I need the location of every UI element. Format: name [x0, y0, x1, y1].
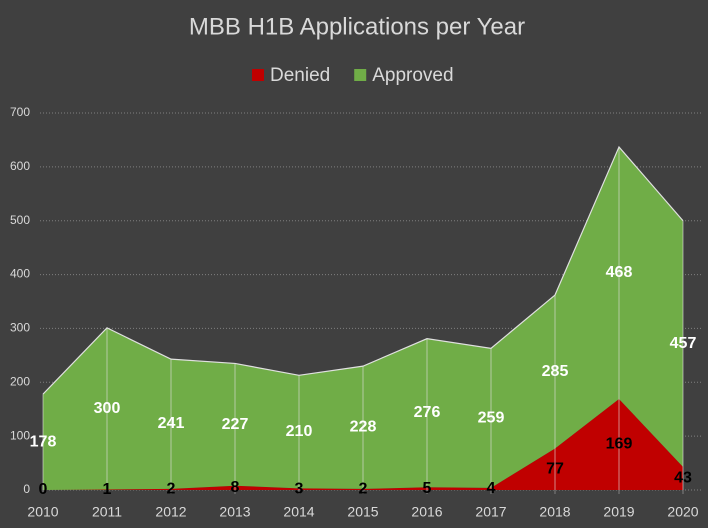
data-label: 4	[487, 480, 496, 497]
legend-swatch	[354, 69, 367, 81]
y-tick-label: 600	[10, 159, 30, 173]
x-tick-label: 2013	[219, 504, 250, 520]
data-label: 1	[103, 481, 112, 498]
legend-swatch	[252, 69, 264, 81]
x-tick-label: 2012	[155, 504, 186, 520]
y-tick-label: 300	[10, 321, 30, 335]
data-label: 178	[30, 433, 57, 450]
x-tick-label: 2015	[347, 504, 378, 520]
y-tick-label: 400	[10, 267, 30, 281]
data-label: 259	[478, 409, 505, 426]
y-tick-label: 0	[23, 482, 30, 496]
data-label: 2	[359, 481, 368, 498]
x-tick-label: 2017	[475, 504, 506, 520]
data-label: 227	[222, 416, 249, 433]
data-label: 468	[606, 264, 633, 281]
x-tick-label: 2011	[92, 504, 122, 520]
data-label: 8	[231, 479, 240, 496]
legend-label: Denied	[270, 65, 330, 86]
legend-label: Approved	[372, 65, 453, 86]
x-tick-label: 2018	[539, 504, 570, 520]
y-tick-label: 100	[10, 428, 30, 442]
x-tick-label: 2019	[603, 504, 634, 520]
data-label: 3	[295, 480, 304, 497]
data-label: 2	[167, 481, 176, 498]
data-label: 228	[350, 419, 377, 436]
data-label: 169	[606, 436, 633, 453]
data-label: 300	[94, 400, 121, 417]
x-tick-label: 2014	[283, 504, 314, 520]
area	[43, 146, 683, 490]
data-label: 276	[414, 404, 441, 421]
y-tick-label: 500	[10, 213, 30, 227]
data-label: 5	[423, 480, 432, 497]
data-label: 0	[39, 481, 48, 498]
data-label: 77	[546, 460, 564, 477]
data-label: 285	[542, 363, 569, 380]
chart-title: MBB H1B Applications per Year	[189, 13, 525, 40]
x-tick-label: 2010	[27, 504, 58, 520]
x-tick-label: 2016	[411, 504, 442, 520]
y-tick-label: 700	[10, 105, 30, 119]
data-label: 241	[158, 415, 185, 432]
x-tick-label: 2020	[667, 504, 698, 520]
data-label: 43	[674, 470, 692, 487]
data-label: 457	[670, 335, 697, 352]
data-label: 210	[286, 423, 313, 440]
y-tick-label: 200	[10, 374, 30, 388]
